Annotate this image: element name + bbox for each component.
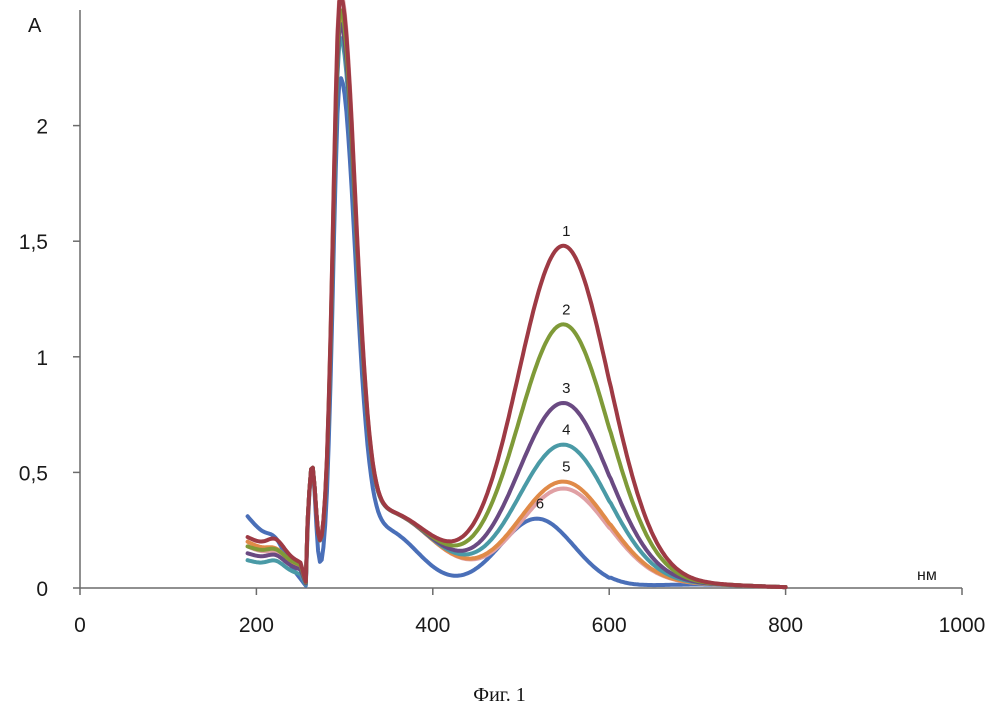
series-label: 3 (562, 380, 570, 397)
x-tick-label: 800 (768, 614, 803, 637)
series-label: 4 (562, 422, 570, 439)
series-label: 5 (562, 459, 570, 476)
x-tick-label: 0 (74, 614, 86, 637)
y-tick-label: 0,5 (19, 462, 48, 485)
axes (80, 10, 962, 588)
figure-caption: Фиг. 1 (0, 684, 999, 707)
series-line-4 (248, 38, 786, 587)
series-group (248, 0, 786, 587)
y-tick-label: 1,5 (19, 231, 48, 254)
y-tick-label: 0 (36, 578, 48, 601)
x-tick-label: 1000 (939, 614, 986, 637)
series-line-6 (248, 78, 786, 587)
y-axis-label: A (28, 15, 42, 37)
x-tick-label: 400 (415, 614, 450, 637)
x-tick-label: 600 (592, 614, 627, 637)
series-label: 1 (562, 223, 570, 240)
series-label: 2 (562, 301, 570, 318)
ticks: 0 200 400 600 800 1000 0 0,5 1 1,5 2 (19, 116, 986, 637)
series-label: 6 (536, 496, 544, 513)
series-labels: 1 2 3 4 5 6 (536, 223, 571, 513)
x-axis-label: нм (917, 567, 937, 584)
y-tick-label: 2 (36, 116, 48, 139)
x-tick-label: 200 (239, 614, 274, 637)
y-tick-label: 1 (36, 347, 48, 370)
